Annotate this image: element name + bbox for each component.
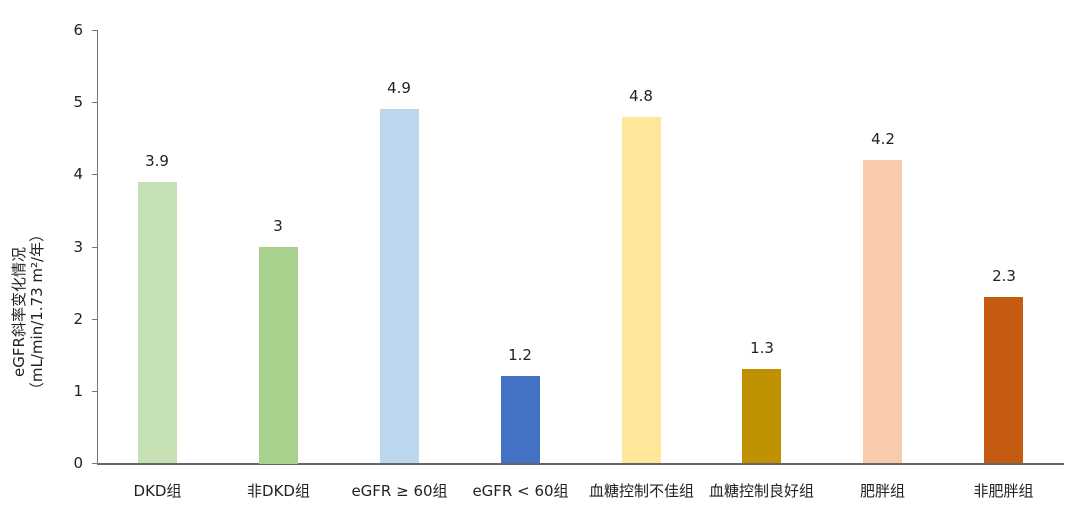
y-tick-label: 0 <box>73 454 83 472</box>
y-tick-label: 5 <box>73 93 83 111</box>
y-tick-mark <box>92 391 98 392</box>
bar <box>984 297 1023 463</box>
bar <box>742 369 781 463</box>
y-tick-label: 3 <box>73 238 83 256</box>
x-category-label: 血糖控制良好组 <box>708 482 814 500</box>
y-tick-mark <box>92 174 98 175</box>
y-tick-label: 1 <box>73 382 83 400</box>
bar-value-label: 4.8 <box>629 87 653 105</box>
x-category-label: 血糖控制不佳组 <box>588 482 694 500</box>
bar-value-label: 3.9 <box>145 152 169 170</box>
y-tick-mark <box>92 319 98 320</box>
y-axis-title-line-1: eGFR斜率变化情况 <box>10 247 28 377</box>
y-tick-label: 2 <box>73 310 83 328</box>
x-category-label: eGFR < 60组 <box>472 482 569 500</box>
y-tick-mark <box>92 463 98 464</box>
bar <box>138 182 177 463</box>
bar-value-label: 4.9 <box>387 79 411 97</box>
bar <box>622 117 661 463</box>
bar <box>380 109 419 463</box>
bar-value-label: 1.2 <box>508 346 532 364</box>
x-category-label: DKD组 <box>133 482 182 500</box>
x-category-label: 非肥胖组 <box>973 482 1034 500</box>
x-category-label: 肥胖组 <box>859 482 905 500</box>
y-axis-title: eGFR斜率变化情况 （mL/min/1.73 m²/年） <box>10 227 46 397</box>
x-category-label: eGFR ≥ 60组 <box>351 482 448 500</box>
y-tick-label: 4 <box>73 165 83 183</box>
bar <box>259 247 298 464</box>
y-axis-title-line-2: （mL/min/1.73 m²/年） <box>28 226 46 398</box>
y-tick-label: 6 <box>73 21 83 39</box>
x-axis-line <box>97 463 1064 465</box>
y-tick-mark <box>92 247 98 248</box>
bar-value-label: 1.3 <box>750 339 774 357</box>
bar-value-label: 2.3 <box>992 267 1016 285</box>
y-tick-mark <box>92 102 98 103</box>
bar <box>863 160 902 463</box>
bar-value-label: 4.2 <box>871 130 895 148</box>
bar <box>501 376 540 463</box>
x-category-label: 非DKD组 <box>247 482 310 500</box>
y-tick-mark <box>92 30 98 31</box>
bar-value-label: 3 <box>273 217 283 235</box>
